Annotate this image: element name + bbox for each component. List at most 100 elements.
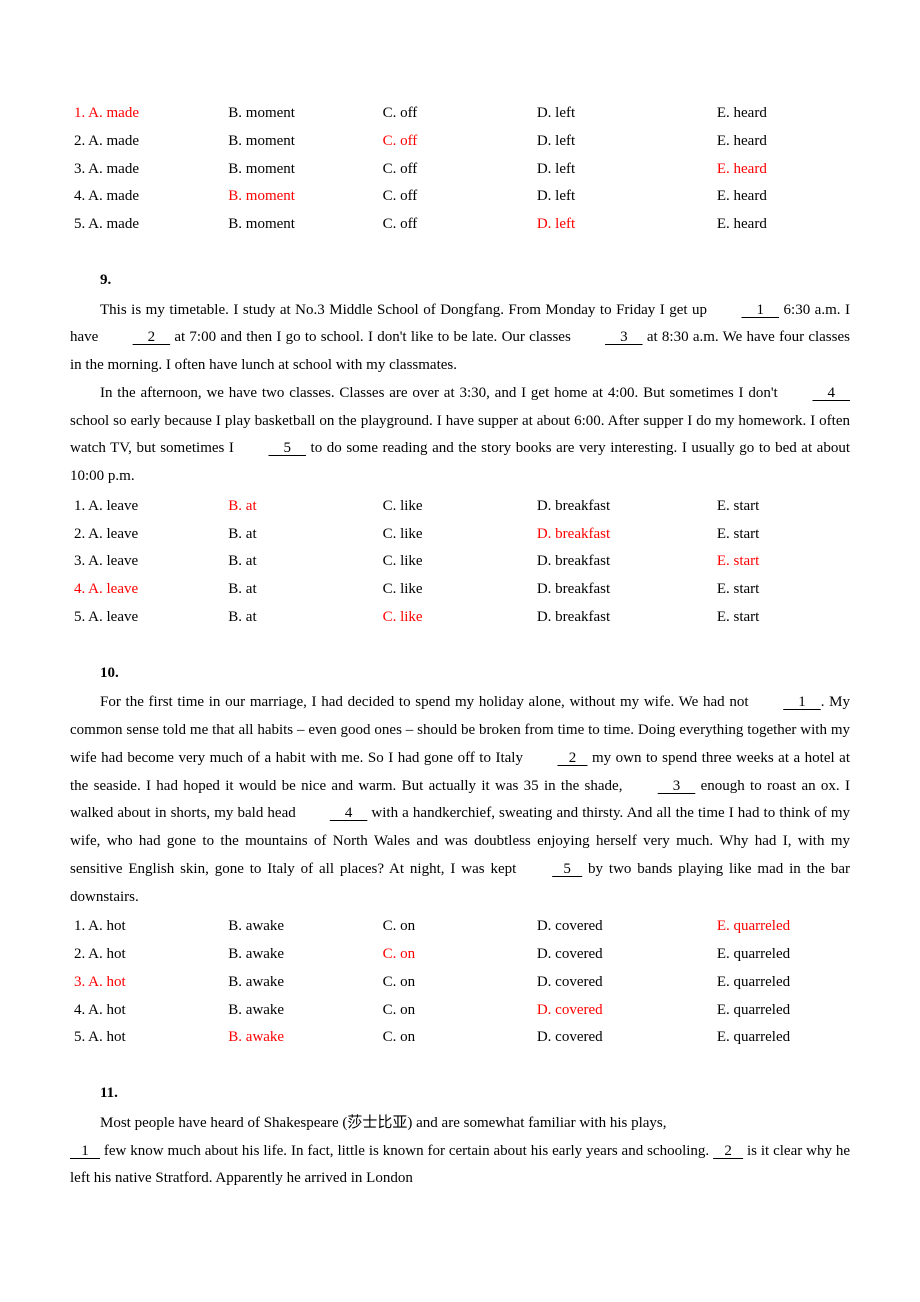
option-text: E. heard [717,216,767,232]
option-cell: D. breakfast [533,576,713,604]
q10-blank-5: 5 [522,856,582,884]
table-row: 4. A. leaveB. atC. likeD. breakfastE. st… [70,576,850,604]
option-cell: D. breakfast [533,604,713,632]
option-cell: D. left [533,156,713,184]
option-text: B. at [228,581,256,597]
option-text: B. awake [228,946,284,962]
option-text: E. heard [717,188,767,204]
option-text: C. like [383,498,423,514]
option-text: C. off [383,133,418,149]
option-text: E. heard [717,133,767,149]
option-cell: D. left [533,128,713,156]
option-cell: C. off [379,128,533,156]
option-text: C. on [383,1029,416,1045]
option-cell: B. awake [224,969,378,997]
option-cell: 5. A. made [70,211,224,239]
option-text: D. left [537,216,575,232]
option-cell: D. covered [533,913,713,941]
q9-p1c: at 7:00 and then I go to school. I don't… [170,329,575,345]
table-row: 1. A. made B. moment C. off D. leftE. heard [70,100,850,128]
option-text: E. quarreled [717,974,790,990]
option-cell: 1. A. hot [70,913,224,941]
q9-answer-table: 1. A. leaveB. atC. likeD. breakfastE. st… [70,493,850,632]
option-text: C. on [383,918,416,934]
option-text: 1. A. made [74,105,139,121]
option-cell: C. on [379,969,533,997]
option-text: 1. A. hot [74,918,126,934]
q9-heading: 9. [70,267,850,295]
option-cell: D. covered [533,997,713,1025]
option-cell: D. covered [533,969,713,997]
option-text: D. breakfast [537,498,610,514]
q9-blank-2: 2 [103,324,171,352]
option-text: E. quarreled [717,1002,790,1018]
option-text: D. breakfast [537,609,610,625]
option-text: D. covered [537,918,603,934]
option-cell: D. left [533,100,713,128]
option-cell: B. at [224,604,378,632]
option-cell: E. start [713,576,850,604]
option-text: E. quarreled [717,1029,790,1045]
q10-tbody: 1. A. hotB. awakeC. onD. coveredE. quarr… [70,913,850,1052]
q9-blank-3: 3 [575,324,643,352]
option-cell: B. awake [224,941,378,969]
q9-tbody: 1. A. leaveB. atC. likeD. breakfastE. st… [70,493,850,632]
option-text: B. at [228,609,256,625]
option-cell: 2. A. made [70,128,224,156]
table-row: 4. A. madeB. momentC. offD. leftE. heard [70,183,850,211]
option-text: E. start [717,553,760,569]
option-text: 3. A. hot [74,974,126,990]
q11-heading: 11. [70,1080,850,1108]
option-cell: D. breakfast [533,493,713,521]
option-cell: B. moment [224,100,378,128]
option-cell: E. quarreled [713,913,850,941]
option-text: C. on [383,946,416,962]
option-cell: D. left [533,183,713,211]
option-cell: B. at [224,521,378,549]
option-cell: 3. A. leave [70,548,224,576]
option-cell: E. start [713,548,850,576]
option-text: B. at [228,526,256,542]
option-text: D. left [537,161,575,177]
option-text: B. at [228,498,256,514]
option-cell: E. start [713,604,850,632]
table-row: 1. A. leaveB. atC. likeD. breakfastE. st… [70,493,850,521]
q9-passage: This is my timetable. I study at No.3 Mi… [70,297,850,491]
table-row: 3. A. madeB. momentC. offD. leftE. heard [70,156,850,184]
option-text: 4. A. made [74,188,139,204]
option-cell: B. awake [224,1024,378,1052]
option-text: B. awake [228,1002,284,1018]
table-row: 5. A. madeB. momentC. offD. leftE. heard [70,211,850,239]
option-cell: B. moment [224,156,378,184]
option-cell: B. awake [224,997,378,1025]
table-row: 1. A. hotB. awakeC. onD. coveredE. quarr… [70,913,850,941]
option-cell: E. heard [713,100,850,128]
option-text: E. quarreled [717,918,790,934]
option-cell: C. off [379,156,533,184]
option-text: D. breakfast [537,526,610,542]
option-cell: C. on [379,941,533,969]
option-text: C. off [383,161,418,177]
option-text: B. moment [228,133,295,149]
q10-blank-1: 1 [753,689,821,717]
option-text: B. moment [228,216,295,232]
option-cell: B. at [224,548,378,576]
option-text: C. off [383,105,418,121]
option-cell: C. on [379,997,533,1025]
option-text: E. quarreled [717,946,790,962]
option-cell: E. quarreled [713,969,850,997]
option-cell: B. moment [224,211,378,239]
option-cell: C. off [379,183,533,211]
option-text: E. start [717,526,760,542]
option-text: C. like [383,609,423,625]
q10-blank-2: 2 [527,745,587,773]
option-cell: C. on [379,913,533,941]
option-text: 3. A. made [74,161,139,177]
q10-answer-table: 1. A. hotB. awakeC. onD. coveredE. quarr… [70,913,850,1052]
option-cell: D. left [533,211,713,239]
table-row: 3. A. leaveB. atC. likeD. breakfastE. st… [70,548,850,576]
option-text: D. covered [537,946,603,962]
option-cell: C. like [379,548,533,576]
option-cell: 1. A. made [70,100,224,128]
option-cell: 1. A. leave [70,493,224,521]
